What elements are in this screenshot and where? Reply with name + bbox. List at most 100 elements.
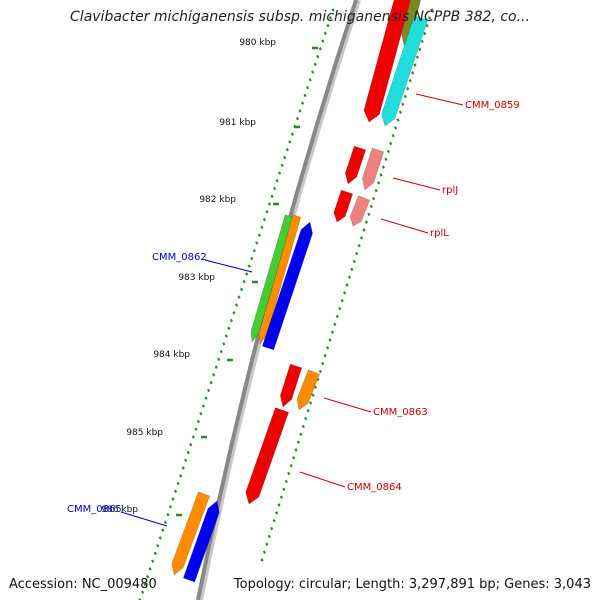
outer-tick — [401, 102, 405, 106]
gene-cmm-0859-cyan-arrow — [381, 15, 429, 127]
inner-tick — [161, 528, 165, 532]
outer-tick-track — [260, 8, 434, 562]
outer-tick — [313, 385, 318, 389]
outer-tick — [306, 409, 310, 413]
outer-tick — [274, 511, 279, 515]
outer-tick — [355, 251, 359, 256]
outer-tick — [308, 401, 313, 405]
ruler-tick-label: 980 kbp — [239, 38, 276, 48]
inner-tick — [265, 210, 269, 214]
inner-tick — [196, 419, 200, 424]
inner-tick — [270, 194, 274, 199]
inner-tick — [278, 171, 282, 175]
outer-tick — [408, 79, 412, 83]
inner-tick — [234, 303, 239, 307]
inner-tick — [186, 450, 190, 455]
outer-tick — [357, 244, 361, 248]
outer-tick — [367, 212, 371, 216]
inner-tick — [176, 481, 180, 486]
feature-track — [171, 0, 429, 583]
inner-tick — [323, 31, 327, 35]
inner-tick — [201, 404, 206, 408]
outer-tick — [328, 338, 332, 342]
inner-tick — [151, 559, 155, 563]
inner-tick — [214, 365, 218, 369]
gene-label: rplJ — [442, 185, 458, 196]
outer-tick — [289, 464, 293, 468]
gene-cmm-0859-arrow — [363, 0, 411, 123]
inner-tick — [257, 233, 261, 237]
inner-tick — [148, 567, 152, 571]
outer-tick — [270, 526, 274, 531]
inner-tick — [146, 575, 150, 579]
outer-tick — [406, 86, 410, 91]
inner-tick — [245, 272, 249, 276]
outer-tick — [396, 118, 400, 122]
outer-tick — [294, 448, 298, 452]
ruler-tick-label: 985 kbp — [126, 428, 163, 438]
outer-tick — [430, 8, 434, 12]
gene-label: CMM_0864 — [347, 482, 402, 493]
inner-tick — [255, 241, 259, 245]
outer-tick — [391, 134, 395, 138]
inner-tick — [166, 512, 170, 517]
inner-tick — [173, 489, 178, 494]
inner-tick — [171, 497, 175, 501]
outer-tick — [376, 181, 381, 185]
inner-tick — [283, 155, 287, 160]
inner-tick — [179, 474, 183, 478]
outer-tick — [389, 141, 393, 146]
gene-label: rplL — [430, 228, 449, 239]
outer-tick — [318, 369, 322, 374]
inner-tick — [318, 47, 322, 51]
outer-tick — [262, 550, 267, 554]
outer-tick — [342, 291, 347, 295]
gene-cmm-0863-orange-arrow — [296, 369, 320, 411]
outer-tick — [333, 322, 337, 326]
outer-tick — [323, 354, 327, 358]
ruler-tick-label: 986 kbp — [101, 505, 138, 515]
outer-tick — [374, 189, 378, 193]
map-title: Clavibacter michiganensis subsp. michiga… — [70, 9, 530, 25]
gene-cmm-0865-blue-arrow — [182, 500, 220, 583]
ruler-tick-labels: 980 kbp 981 kbp 982 kbp 983 kbp 984 kbp 985 k… — [101, 38, 318, 517]
inner-tick — [189, 443, 193, 447]
inner-tick — [250, 256, 254, 261]
outer-tick — [267, 534, 271, 539]
inner-tick — [308, 78, 312, 82]
gene-label-leader — [415, 93, 464, 106]
outer-tick — [381, 165, 386, 169]
inner-tick — [158, 536, 162, 540]
outer-tick — [420, 39, 424, 44]
inner-tick — [143, 582, 147, 587]
gene-cmm-0862-blue-arrow — [261, 221, 313, 351]
inner-tick — [275, 179, 279, 183]
inner-tick — [280, 163, 284, 167]
inner-tick — [252, 248, 256, 253]
outer-tick — [279, 495, 284, 499]
outer-tick — [425, 24, 429, 28]
inner-tick — [153, 551, 157, 556]
gene-rpll-pink-arrow — [349, 195, 370, 227]
gene-label: CMM_0863 — [373, 407, 428, 418]
inner-tick — [295, 116, 300, 121]
inner-tick — [191, 435, 195, 439]
outer-tick — [427, 16, 432, 20]
outer-tick — [272, 519, 276, 523]
outer-tick — [335, 314, 339, 319]
outer-tick — [393, 126, 398, 130]
ruler-tick-label: 984 kbp — [153, 350, 190, 360]
ruler-tick-label: 981 kbp — [219, 118, 256, 128]
outer-tick — [330, 330, 335, 334]
genome-summary-text: Topology: circular; Length: 3,297,891 bp… — [233, 577, 591, 592]
outer-tick — [301, 424, 305, 429]
inner-tick — [209, 380, 213, 385]
inner-tick — [298, 109, 302, 113]
outer-tick — [304, 416, 308, 421]
inner-tick — [229, 318, 234, 323]
gene-label: CMM_0862 — [152, 252, 207, 263]
inner-tick — [227, 326, 231, 330]
outer-tick — [379, 173, 383, 177]
inner-tick — [138, 598, 142, 600]
